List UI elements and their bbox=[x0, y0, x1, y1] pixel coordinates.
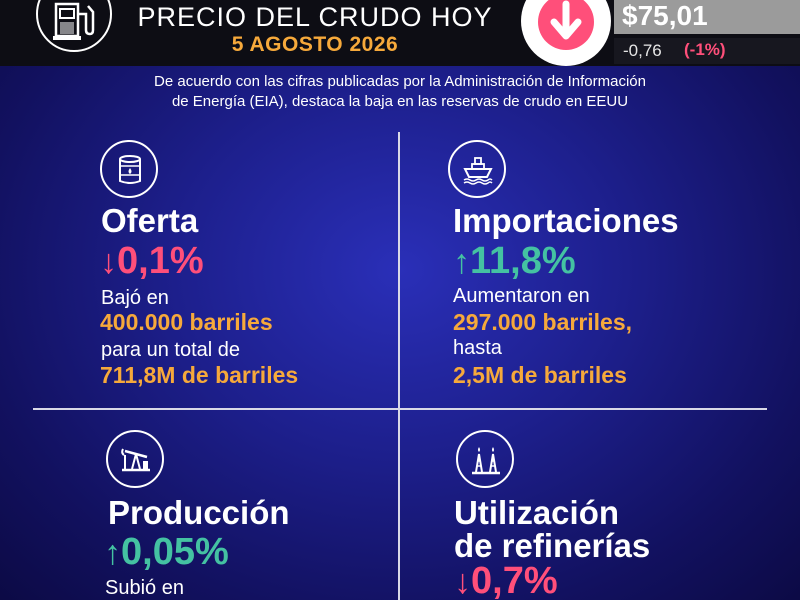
importaciones-line-4: 2,5M de barriles bbox=[453, 362, 627, 388]
importaciones-line-1: Aumentaron en bbox=[453, 285, 590, 307]
utilizacion-title-1: Utilización bbox=[454, 494, 620, 531]
arrow-up-small-icon: ↑ bbox=[104, 534, 121, 572]
utilizacion-pct-value: 0,7% bbox=[471, 560, 558, 600]
oferta-line-4: 711,8M de barriles bbox=[100, 362, 299, 388]
oferta-line-2: 400.000 barriles bbox=[100, 309, 273, 335]
importaciones-pct: ↑11,8% bbox=[453, 240, 576, 283]
oil-barrel-icon bbox=[100, 140, 158, 198]
oferta-pct-value: 0,1% bbox=[117, 240, 204, 282]
produccion-title: Producción bbox=[108, 494, 290, 531]
oferta-title: Oferta bbox=[101, 202, 199, 239]
page-title: PRECIO DEL CRUDO HOY bbox=[137, 2, 493, 32]
produccion-pct: ↑0,05% bbox=[104, 531, 229, 574]
importaciones-line-2: 297.000 barriles, bbox=[453, 309, 633, 335]
page-date: 5 AGOSTO 2026 bbox=[231, 33, 399, 56]
arrow-up-small-icon: ↑ bbox=[453, 243, 470, 281]
produccion-line-1: Subió en bbox=[105, 577, 184, 599]
oferta-pct: ↓0,1% bbox=[100, 240, 204, 283]
price-change-pct: (-1%) bbox=[684, 40, 726, 59]
produccion-pct-value: 0,05% bbox=[121, 531, 229, 573]
arrow-down-small-icon: ↓ bbox=[100, 243, 117, 281]
importaciones-line-3: hasta bbox=[453, 337, 502, 359]
refinery-icon bbox=[456, 430, 514, 488]
intro-text: De acuerdo con las cifras publicadas por… bbox=[60, 72, 740, 112]
horizontal-divider bbox=[33, 408, 767, 410]
vertical-divider bbox=[398, 132, 400, 600]
oferta-line-1: Bajó en bbox=[101, 287, 169, 309]
tanker-ship-icon bbox=[448, 140, 506, 198]
oferta-line-3: para un total de bbox=[101, 339, 240, 361]
price-value: $75,01 bbox=[622, 0, 708, 31]
price-change: -0,76 (-1%) bbox=[614, 38, 800, 64]
arrow-down-small-icon: ↓ bbox=[454, 563, 471, 600]
importaciones-title: Importaciones bbox=[453, 202, 679, 239]
intro-line-2: de Energía (EIA), destaca la baja en las… bbox=[171, 93, 629, 110]
utilizacion-title-2: de refinerías bbox=[454, 527, 651, 564]
price-box bbox=[614, 0, 800, 34]
intro-line-1: De acuerdo con las cifras publicadas por… bbox=[154, 73, 646, 90]
utilizacion-pct: ↓0,7% bbox=[454, 560, 558, 600]
pumpjack-icon bbox=[106, 430, 164, 488]
importaciones-pct-value: 11,8% bbox=[470, 240, 576, 282]
price-change-abs: -0,76 bbox=[623, 41, 662, 60]
